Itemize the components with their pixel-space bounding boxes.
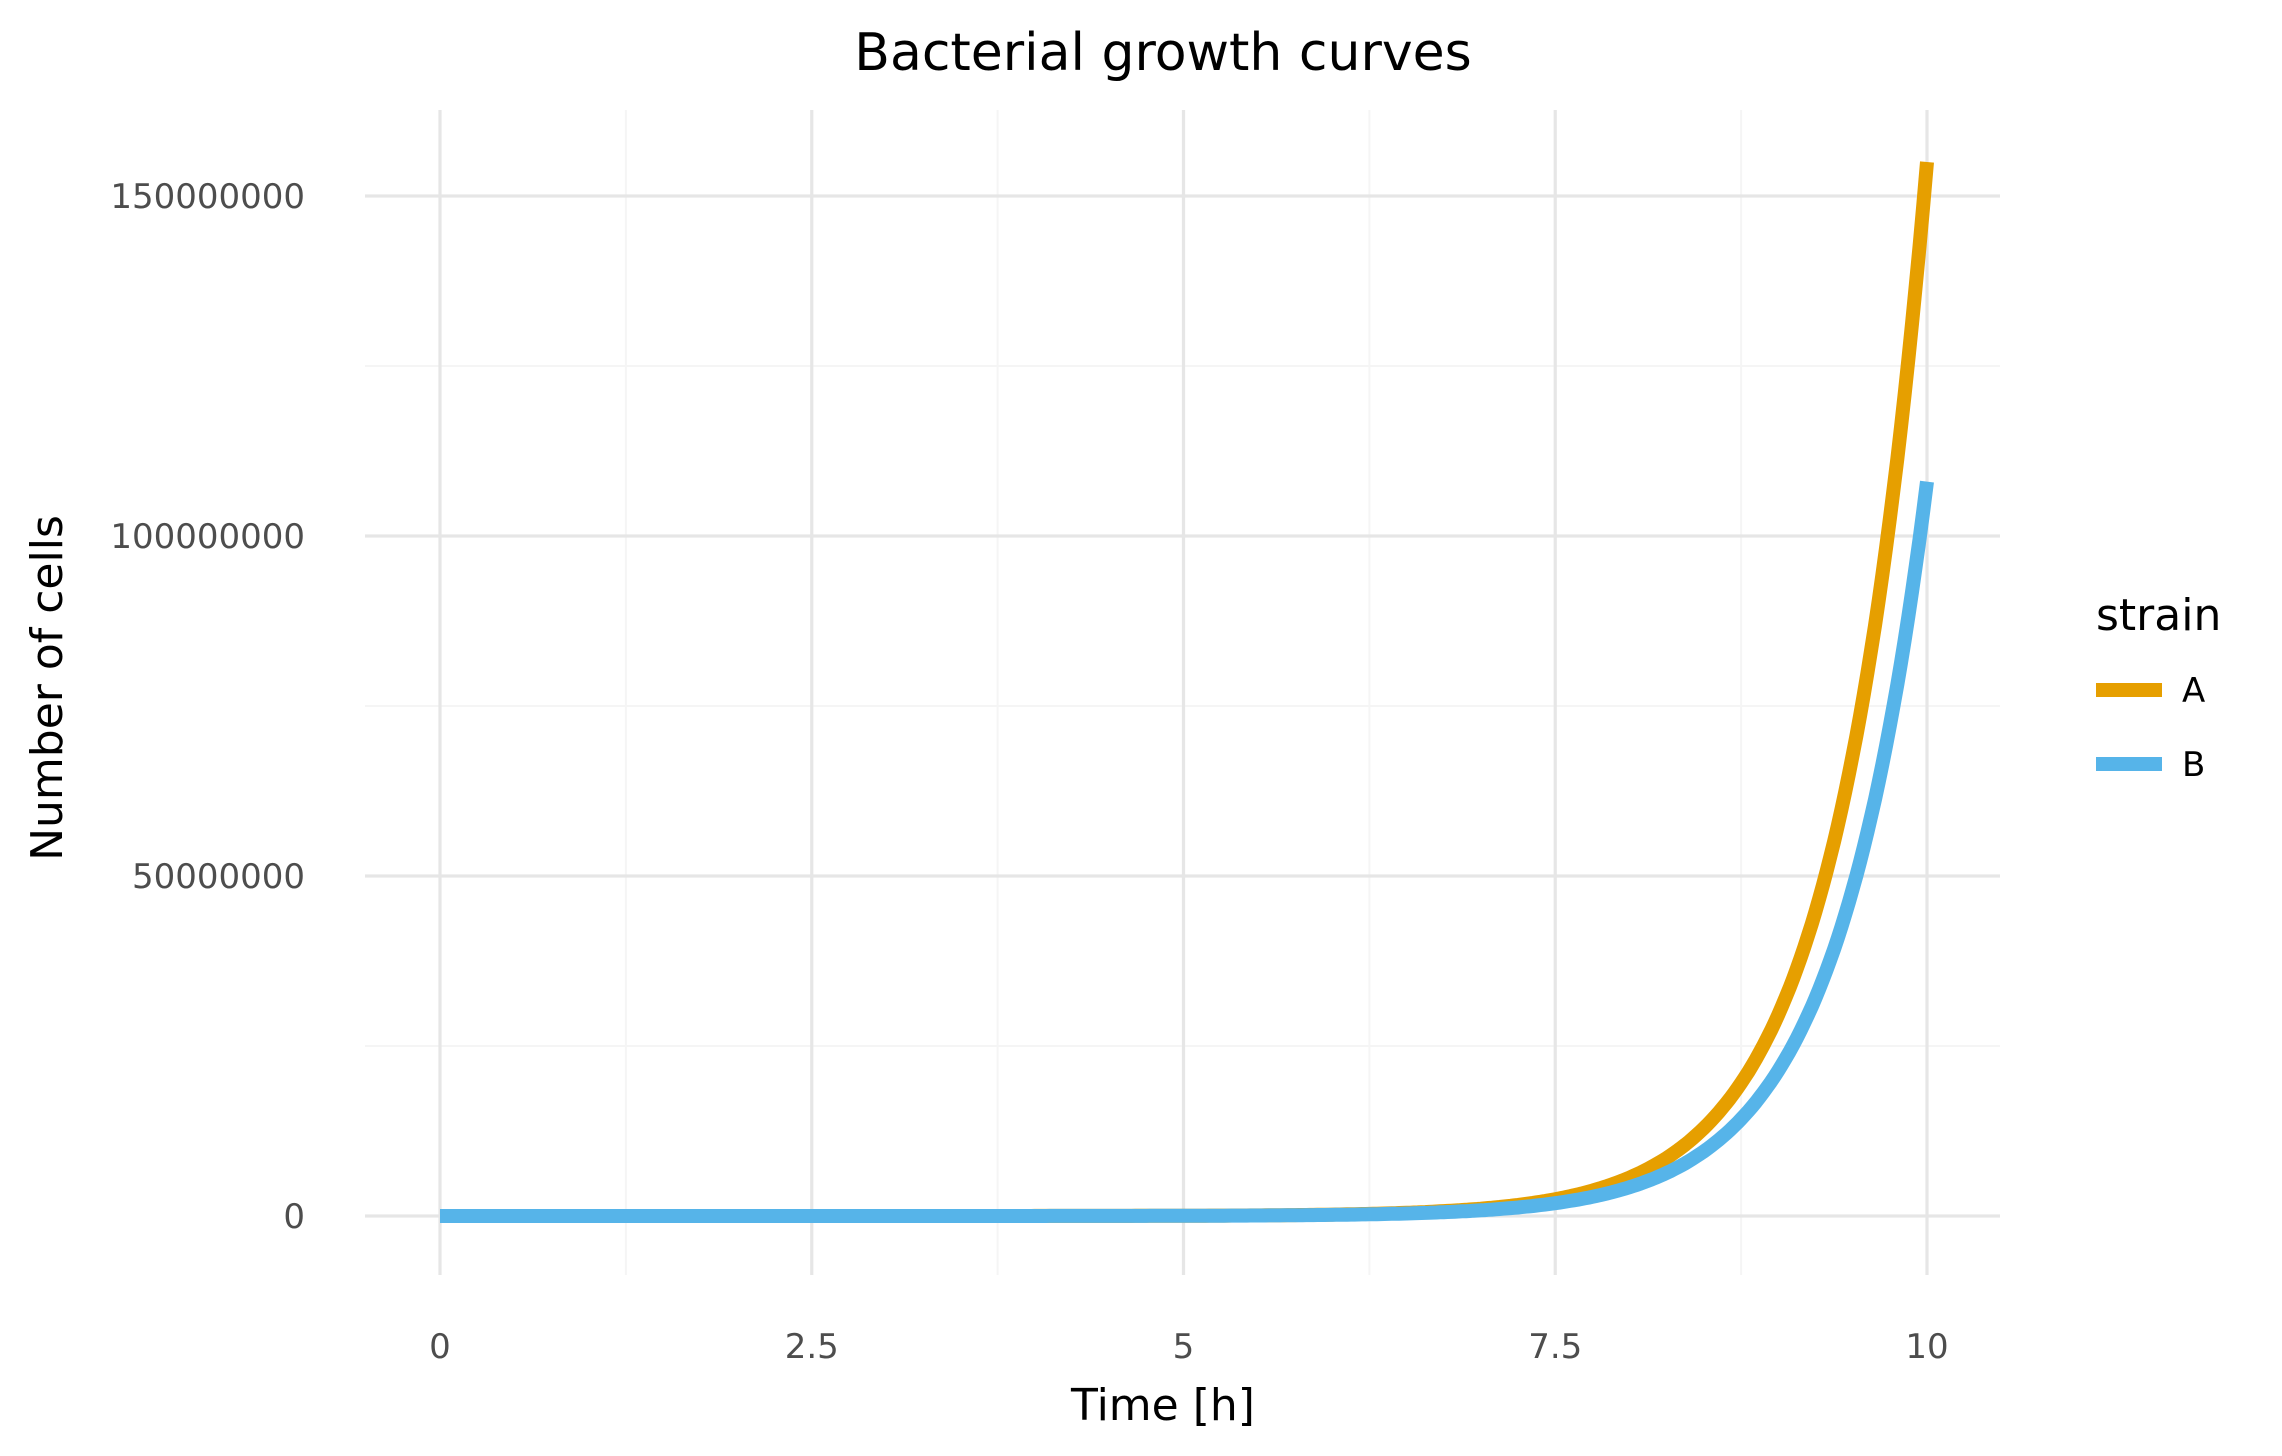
tick-labels: 0 2.5 5 7.5 10 0 50000000 100000000 150000000 bbox=[110, 177, 1948, 1367]
y-tick-label: 50000000 bbox=[132, 857, 305, 897]
series-line-b bbox=[436, 480, 1934, 1223]
x-tick-label: 7.5 bbox=[1528, 1327, 1582, 1367]
x-tick-label: 10 bbox=[1905, 1327, 1948, 1367]
y-tick-label: 0 bbox=[283, 1197, 305, 1237]
legend: strain AB bbox=[2096, 590, 2221, 785]
x-tick-label: 0 bbox=[429, 1327, 451, 1367]
y-axis-title: Number of cells bbox=[22, 515, 73, 861]
legend-item-a: A bbox=[2096, 671, 2205, 711]
legend-item-b: B bbox=[2096, 745, 2205, 785]
legend-title: strain bbox=[2096, 590, 2221, 641]
legend-label: A bbox=[2182, 671, 2205, 711]
legend-label: B bbox=[2182, 745, 2205, 785]
chart-title: Bacterial growth curves bbox=[854, 23, 1471, 83]
y-tick-label: 100000000 bbox=[110, 517, 305, 557]
x-axis-title: Time [h] bbox=[1070, 1380, 1255, 1431]
legend-items: AB bbox=[2096, 671, 2205, 785]
x-tick-label: 2.5 bbox=[785, 1327, 839, 1367]
y-tick-label: 150000000 bbox=[110, 177, 305, 217]
series-lines bbox=[436, 161, 1934, 1223]
x-tick-label: 5 bbox=[1173, 1327, 1195, 1367]
